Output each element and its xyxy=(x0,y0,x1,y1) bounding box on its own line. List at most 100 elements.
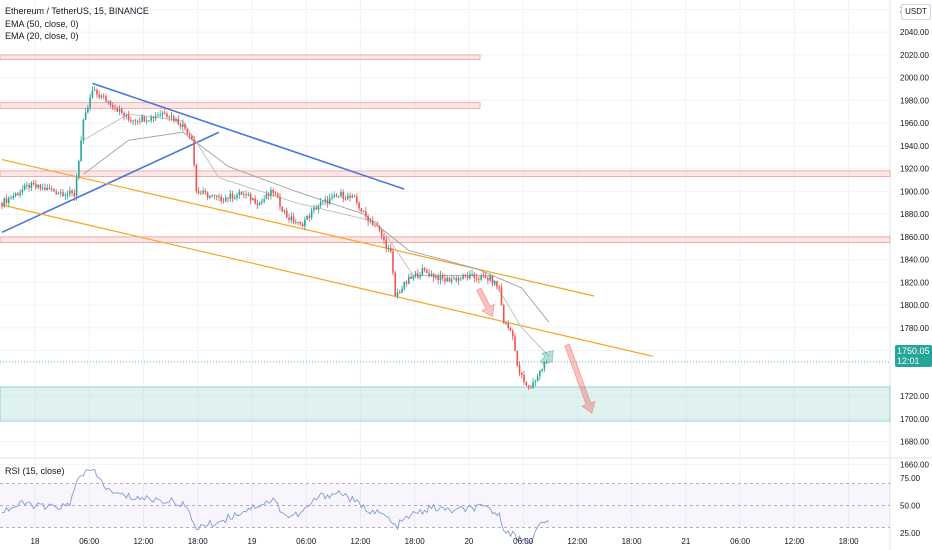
candle-body xyxy=(240,191,243,195)
candle-body xyxy=(283,210,286,212)
price-tick-label: 1860.00 xyxy=(900,233,929,242)
candle-body xyxy=(247,194,250,195)
rsi-tick-label: 25.00 xyxy=(900,529,921,538)
candle-body xyxy=(304,219,306,227)
candle-body xyxy=(136,121,139,122)
candle-body xyxy=(475,277,478,280)
candle-body xyxy=(444,278,446,282)
candle-body xyxy=(202,190,204,194)
candle-body xyxy=(114,107,116,109)
price-tick-label: 1980.00 xyxy=(900,96,929,105)
candle-body xyxy=(222,201,225,202)
candle-body xyxy=(387,248,390,249)
candle-body xyxy=(423,268,426,271)
forecast-arrows[interactable] xyxy=(476,287,596,414)
candle-body xyxy=(195,164,198,192)
candle-body xyxy=(315,207,317,210)
candle-body xyxy=(109,101,112,106)
candle-body xyxy=(89,97,91,108)
candle-body xyxy=(464,274,467,277)
candle-body xyxy=(276,193,279,197)
candle-body xyxy=(71,190,73,193)
trendline-orange xyxy=(1,158,595,297)
rsi-legend: RSI (15, close) xyxy=(5,466,65,476)
trendlines[interactable] xyxy=(1,82,654,357)
candle-body xyxy=(182,123,184,127)
rsi-tick-label: 75.00 xyxy=(900,474,921,483)
candle-body xyxy=(457,277,460,281)
candle-body xyxy=(41,187,44,189)
candle-body xyxy=(150,116,152,121)
candle-body xyxy=(84,112,87,120)
candle-body xyxy=(157,115,159,117)
candle-body xyxy=(516,350,519,366)
price-tick-label: 2000.00 xyxy=(900,74,929,83)
candle-body xyxy=(227,197,229,199)
horizontal-zones xyxy=(0,54,891,422)
candle-body xyxy=(383,236,385,240)
ema20-legend: EMA (20, close, 0) xyxy=(5,31,79,41)
candle-body xyxy=(308,215,311,218)
candle-body xyxy=(398,292,401,294)
candle-body xyxy=(3,198,6,207)
candle-body xyxy=(179,124,182,127)
price-tick-label: 1820.00 xyxy=(900,278,929,287)
candle-body xyxy=(73,192,76,197)
candle-body xyxy=(93,89,96,91)
candle-body xyxy=(414,273,417,276)
candle-body xyxy=(439,275,442,281)
candle-body xyxy=(120,109,123,113)
candle-body xyxy=(213,195,216,197)
time-tick-label: 18:00 xyxy=(839,537,860,546)
candle-body xyxy=(7,198,10,203)
candle-body xyxy=(365,211,367,217)
ema50-path xyxy=(83,131,550,323)
arrow-teal xyxy=(539,350,554,366)
candle-body xyxy=(360,208,363,212)
candle-body xyxy=(105,96,107,102)
candle-body xyxy=(441,275,444,279)
candle-body xyxy=(437,276,439,281)
candle-body xyxy=(469,274,471,279)
candle-body xyxy=(500,287,503,306)
price-tick-label: 2020.00 xyxy=(900,51,929,60)
candle-body xyxy=(403,282,406,289)
candle-body xyxy=(306,215,308,220)
zone-red xyxy=(0,236,891,243)
candle-body xyxy=(12,195,15,198)
candle-body xyxy=(123,112,125,117)
currency-badge[interactable]: USDT xyxy=(901,4,931,20)
candle-body xyxy=(536,376,539,382)
candle-body xyxy=(417,273,419,278)
candle-body xyxy=(532,382,534,389)
candle-body xyxy=(186,128,189,134)
candle-body xyxy=(367,216,369,222)
candle-body xyxy=(344,198,347,200)
candle-body xyxy=(154,116,157,119)
candle-body xyxy=(480,275,482,280)
candle-body xyxy=(272,189,274,193)
candle-body xyxy=(299,221,302,224)
zone-red xyxy=(0,102,481,109)
candle-body xyxy=(267,194,270,196)
candles xyxy=(1,86,550,391)
arrow-red xyxy=(476,287,495,317)
candle-body xyxy=(184,123,186,129)
ema20-path xyxy=(83,113,550,357)
candle-body xyxy=(292,216,295,223)
candle-body xyxy=(369,220,372,222)
time-tick-label: 12:00 xyxy=(133,537,154,546)
candle-body xyxy=(396,292,399,297)
candle-body xyxy=(26,184,28,186)
candle-body xyxy=(218,196,220,198)
candle-body xyxy=(374,225,376,227)
ema50-line xyxy=(83,131,550,323)
time-tick-label: 06:00 xyxy=(513,537,534,546)
candle-body xyxy=(19,192,21,196)
candle-body xyxy=(64,195,67,197)
candle-body xyxy=(261,201,263,203)
candle-body xyxy=(412,275,415,279)
candle-body xyxy=(498,286,500,288)
candle-body xyxy=(69,190,71,195)
